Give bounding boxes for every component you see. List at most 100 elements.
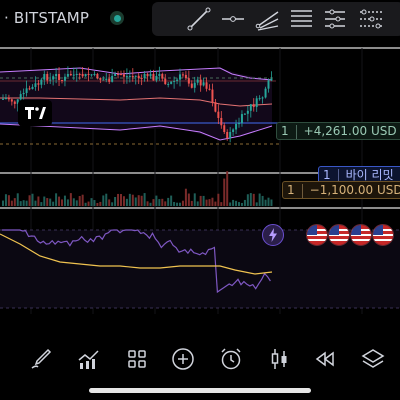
candle <box>249 104 252 111</box>
candle <box>211 89 214 103</box>
stop-loss-tag[interactable]: 1 −1,100.00 USD <box>282 181 400 199</box>
candle <box>246 110 249 114</box>
us-flag-icon[interactable] <box>328 224 350 246</box>
indicators-icon[interactable] <box>76 346 102 372</box>
volume-bar <box>34 200 37 206</box>
volume-bar <box>246 194 249 206</box>
volume-bar <box>187 193 190 206</box>
candle <box>220 117 223 126</box>
volume-bar <box>96 202 99 206</box>
candle <box>63 76 66 81</box>
candle <box>223 125 226 132</box>
trend-line-icon[interactable] <box>186 6 212 32</box>
candle <box>13 101 16 104</box>
chart-canvas[interactable]: 1+4,261.00 USD 1바이 리밋 1−1,100.00 USD 16 … <box>0 44 400 374</box>
alarm-icon[interactable] <box>218 346 244 372</box>
volume-bar <box>7 195 10 206</box>
volume-bar <box>205 199 208 206</box>
volume-bar <box>211 197 214 206</box>
market-status-icon <box>110 11 124 25</box>
candle <box>19 94 22 100</box>
volume-bar <box>137 195 140 206</box>
position-qty: 1 <box>281 124 289 138</box>
volume-bar <box>99 201 102 206</box>
volume-bar <box>10 200 13 206</box>
volume-bar <box>128 193 131 206</box>
volume-bar <box>122 196 125 206</box>
brush-icon[interactable] <box>28 346 54 372</box>
candle <box>46 74 49 81</box>
us-flag-icon[interactable] <box>372 224 394 246</box>
bolt-icon[interactable] <box>262 224 284 246</box>
candle <box>55 74 58 77</box>
candle <box>164 78 167 85</box>
candle <box>31 86 34 90</box>
gann-fan-icon[interactable] <box>358 6 384 32</box>
candles-icon[interactable] <box>266 346 292 372</box>
stop-qty: 1 <box>287 183 295 197</box>
volume-bar <box>22 200 25 206</box>
volume-bar <box>202 195 205 206</box>
rsi-ma-line <box>0 233 273 275</box>
layers-icon[interactable] <box>360 346 386 372</box>
volume-bar <box>232 199 235 206</box>
replay-icon[interactable] <box>312 346 338 372</box>
us-flag-icon[interactable] <box>350 224 372 246</box>
candle <box>176 79 179 81</box>
candle <box>137 75 140 78</box>
candle <box>10 99 13 102</box>
candle <box>75 74 78 75</box>
position-pnl-tag[interactable]: 1 +4,261.00 USD <box>276 122 400 140</box>
bollinger-lower <box>0 123 273 141</box>
candle <box>140 77 143 79</box>
candle <box>122 74 125 77</box>
candle <box>240 114 243 124</box>
parallel-channel-icon[interactable] <box>322 6 348 32</box>
candle <box>131 76 134 78</box>
pitchfork-icon[interactable] <box>254 6 280 32</box>
horizontal-ray-icon[interactable] <box>220 6 246 32</box>
exchange-label[interactable]: · BITSTAMP <box>4 9 90 27</box>
volume-bar <box>181 200 184 206</box>
candle <box>187 78 190 84</box>
volume-bar <box>240 202 243 206</box>
volume-bar <box>111 202 114 206</box>
volume-bar <box>167 197 170 206</box>
candle <box>199 79 202 86</box>
candle <box>270 78 273 81</box>
volume-bar <box>235 200 238 206</box>
volume-bar <box>108 199 111 206</box>
candle <box>87 74 90 75</box>
volume-bar <box>31 193 34 206</box>
rsi-line <box>2 229 271 294</box>
us-flag-icon[interactable] <box>306 224 328 246</box>
candle <box>52 76 55 80</box>
volume-bar <box>229 202 232 206</box>
candle <box>78 74 81 75</box>
fib-retracement-icon[interactable] <box>288 6 314 32</box>
candle <box>114 74 117 76</box>
volume-bar <box>102 195 105 206</box>
volume-bar <box>37 196 40 206</box>
volume-bar <box>19 201 22 206</box>
candle <box>238 123 240 125</box>
candle <box>170 81 173 84</box>
volume-bar <box>72 198 75 206</box>
volume-bar <box>193 193 196 206</box>
candle <box>167 83 170 85</box>
volume-bar <box>214 201 217 206</box>
volume-bar <box>125 198 128 206</box>
volume-bar <box>52 201 55 206</box>
volume-bar <box>164 201 167 206</box>
home-indicator <box>89 388 311 393</box>
volume-bar <box>66 199 69 206</box>
candle <box>72 74 75 76</box>
volume-bar <box>146 201 149 206</box>
candle <box>105 78 108 80</box>
volume-bar <box>2 200 4 206</box>
candle <box>108 78 111 82</box>
templates-icon[interactable] <box>124 346 150 372</box>
add-icon[interactable] <box>170 346 196 372</box>
candle <box>69 74 72 76</box>
volume-bar <box>105 193 108 206</box>
